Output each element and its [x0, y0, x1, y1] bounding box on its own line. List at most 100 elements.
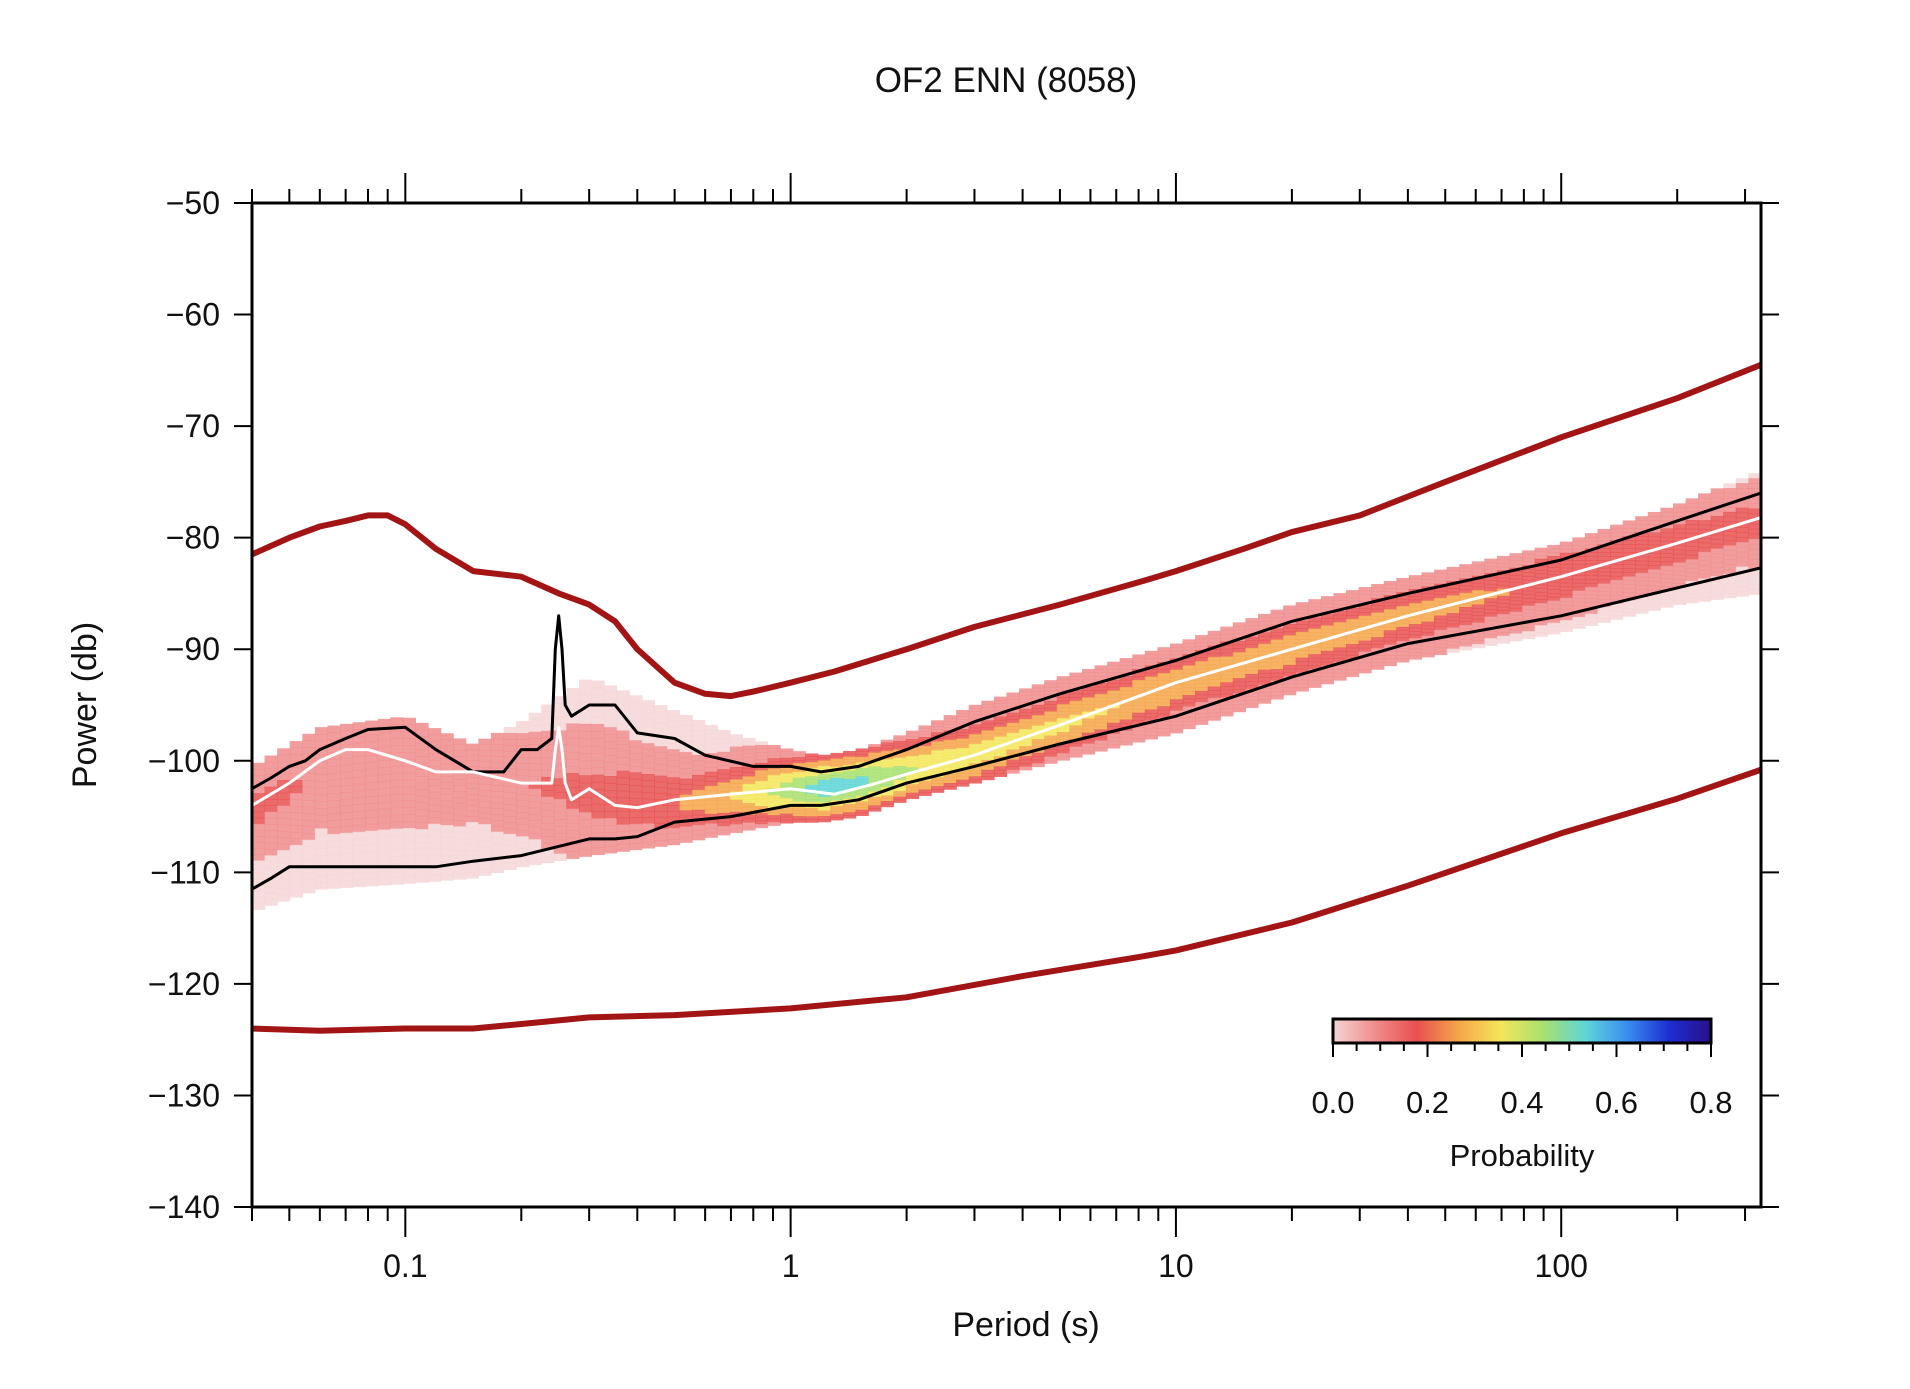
- density-cell: [1195, 698, 1209, 703]
- density-cell: [1182, 702, 1196, 707]
- density-cell: [327, 881, 341, 889]
- density-cell: [578, 767, 593, 776]
- density-cell: [1547, 563, 1561, 568]
- density-cell: [880, 745, 894, 749]
- density-cell: [893, 771, 907, 775]
- density-cell: [1509, 615, 1523, 620]
- density-cell: [742, 737, 756, 743]
- density-cell: [1006, 769, 1020, 774]
- density-cell: [1220, 682, 1234, 687]
- density-cell: [528, 776, 542, 783]
- density-cell: [742, 753, 756, 758]
- density-cell: [440, 776, 454, 783]
- density-cell: [1735, 507, 1750, 514]
- density-cell: [1333, 669, 1347, 674]
- density-cell: [1383, 662, 1397, 667]
- density-cell: [1308, 672, 1322, 677]
- density-cell: [553, 696, 567, 704]
- density-cell: [465, 872, 479, 879]
- density-cell: [918, 742, 932, 747]
- density-cell: [1534, 602, 1548, 608]
- density-cell: [1232, 659, 1247, 664]
- density-cell: [1383, 591, 1397, 596]
- density-cell: [1195, 635, 1209, 640]
- density-cell: [1710, 585, 1724, 591]
- density-cell: [327, 806, 341, 815]
- density-cell: [1232, 696, 1247, 702]
- density-cell: [1685, 589, 1699, 595]
- density-cell: [1471, 593, 1485, 598]
- density-cell: [943, 727, 957, 732]
- density-cell: [843, 806, 857, 811]
- density-cell: [503, 816, 517, 823]
- density-cell: [1207, 697, 1221, 703]
- density-cell: [390, 800, 404, 809]
- density-cell: [1660, 520, 1674, 525]
- density-cell: [1698, 551, 1712, 557]
- density-cell: [1471, 633, 1485, 638]
- density-cell: [1622, 600, 1636, 605]
- density-cell: [1383, 626, 1397, 631]
- density-cell: [1660, 516, 1674, 521]
- density-cell: [692, 764, 706, 771]
- density-cell: [1220, 708, 1234, 713]
- density-cell: [1258, 632, 1272, 637]
- density-cell: [453, 756, 467, 763]
- density-cell: [1207, 649, 1221, 654]
- density-cell: [968, 747, 982, 751]
- density-cell: [1446, 641, 1460, 646]
- density-cell: [1672, 583, 1687, 589]
- density-cell: [440, 837, 454, 844]
- density-cell: [1735, 512, 1750, 519]
- density-cell: [717, 729, 731, 735]
- density-cell: [729, 807, 744, 813]
- density-cell: [704, 832, 718, 838]
- density-cell: [402, 772, 417, 781]
- density-cell: [843, 801, 857, 805]
- density-cell: [1232, 622, 1247, 627]
- density-cell: [1484, 565, 1498, 571]
- density-cell: [666, 788, 681, 795]
- density-cell: [1434, 612, 1448, 617]
- density-cell: [1207, 630, 1221, 636]
- density-cell: [616, 797, 630, 805]
- density-cell: [390, 814, 404, 823]
- density-cell: [1019, 708, 1033, 713]
- density-cell: [931, 780, 945, 784]
- density-cell: [1484, 583, 1498, 589]
- density-cell: [604, 824, 618, 833]
- density-cell: [1220, 663, 1234, 669]
- density-cell: [1421, 596, 1435, 602]
- density-cell: [1396, 581, 1410, 586]
- density-cell: [1295, 609, 1309, 614]
- density-cell: [252, 787, 266, 794]
- density-cell: [893, 791, 907, 795]
- density-cell: [880, 798, 894, 802]
- density-cell: [666, 799, 681, 806]
- density-cell: [893, 785, 907, 789]
- density-cell: [1660, 574, 1674, 579]
- density-cell: [1220, 693, 1234, 698]
- density-cell: [1647, 511, 1661, 517]
- density-cell: [1220, 704, 1234, 710]
- density-cell: [1622, 612, 1636, 617]
- density-cell: [855, 812, 869, 816]
- density-cell: [692, 734, 706, 741]
- density-cell: [1547, 607, 1561, 613]
- density-cell: [616, 817, 630, 825]
- density-cell: [1597, 591, 1611, 596]
- density-cell: [440, 739, 454, 747]
- density-cell: [1459, 646, 1473, 651]
- density-cell: [1346, 669, 1360, 674]
- density-cell: [1182, 669, 1196, 674]
- density-cell: [742, 776, 756, 781]
- density-cell: [629, 759, 643, 767]
- density-cell: [478, 846, 492, 854]
- density-cell: [1320, 672, 1335, 677]
- density-cell: [503, 798, 517, 805]
- density-cell: [1320, 628, 1335, 634]
- density-cell: [277, 780, 291, 788]
- density-cell: [1006, 709, 1020, 714]
- density-cell: [1019, 756, 1033, 761]
- density-cell: [1434, 587, 1448, 592]
